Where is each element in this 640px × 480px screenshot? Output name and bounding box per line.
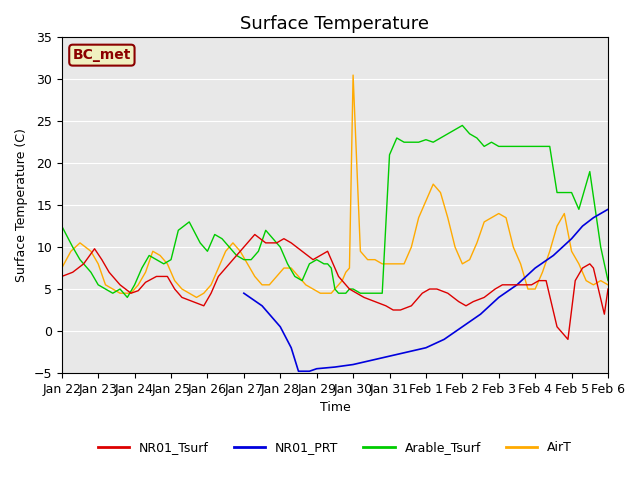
AirT	[604, 282, 612, 288]
NR01_Tsurf	[58, 274, 66, 279]
Y-axis label: Surface Temperature (C): Surface Temperature (C)	[15, 128, 28, 282]
NR01_PRT	[568, 236, 575, 241]
Line: NR01_PRT: NR01_PRT	[244, 209, 608, 371]
Arable_Tsurf	[386, 152, 394, 157]
Arable_Tsurf	[305, 261, 313, 267]
NR01_PRT	[579, 223, 586, 229]
AirT	[466, 257, 474, 263]
Arable_Tsurf	[233, 252, 241, 258]
NR01_Tsurf	[553, 324, 561, 330]
AirT	[229, 240, 237, 246]
NR01_Tsurf	[604, 286, 612, 292]
NR01_PRT	[240, 290, 248, 296]
Title: Surface Temperature: Surface Temperature	[241, 15, 429, 33]
AirT	[302, 282, 310, 288]
AirT	[378, 261, 386, 267]
NR01_PRT	[589, 215, 597, 221]
NR01_PRT	[367, 358, 375, 363]
Line: Arable_Tsurf: Arable_Tsurf	[62, 125, 608, 298]
Line: NR01_Tsurf: NR01_Tsurf	[62, 235, 608, 339]
AirT	[58, 265, 66, 271]
Arable_Tsurf	[313, 257, 321, 263]
NR01_Tsurf	[564, 336, 572, 342]
AirT	[193, 295, 200, 300]
NR01_PRT	[513, 282, 521, 288]
NR01_PRT	[404, 349, 412, 355]
NR01_PRT	[294, 368, 302, 374]
NR01_Tsurf	[207, 290, 215, 296]
NR01_PRT	[349, 361, 357, 367]
NR01_PRT	[477, 312, 484, 317]
Legend: NR01_Tsurf, NR01_PRT, Arable_Tsurf, AirT: NR01_Tsurf, NR01_PRT, Arable_Tsurf, AirT	[93, 436, 577, 459]
NR01_PRT	[313, 366, 321, 372]
NR01_PRT	[331, 364, 339, 370]
NR01_Tsurf	[171, 286, 179, 292]
NR01_PRT	[258, 303, 266, 309]
NR01_Tsurf	[251, 232, 259, 238]
NR01_PRT	[287, 345, 295, 350]
Line: AirT: AirT	[62, 75, 608, 298]
NR01_PRT	[422, 345, 430, 350]
Text: BC_met: BC_met	[73, 48, 131, 62]
NR01_Tsurf	[408, 303, 415, 309]
NR01_Tsurf	[346, 286, 353, 292]
NR01_PRT	[276, 324, 284, 330]
NR01_PRT	[531, 265, 539, 271]
NR01_PRT	[495, 295, 502, 300]
X-axis label: Time: Time	[319, 401, 350, 414]
NR01_PRT	[458, 324, 466, 330]
Arable_Tsurf	[481, 144, 488, 149]
NR01_PRT	[604, 206, 612, 212]
Arable_Tsurf	[458, 122, 466, 128]
AirT	[309, 286, 317, 292]
Arable_Tsurf	[124, 295, 131, 300]
Arable_Tsurf	[218, 236, 226, 241]
NR01_PRT	[550, 252, 557, 258]
AirT	[214, 265, 222, 271]
NR01_PRT	[305, 368, 313, 374]
Arable_Tsurf	[604, 278, 612, 284]
NR01_PRT	[440, 336, 448, 342]
AirT	[349, 72, 357, 78]
NR01_Tsurf	[105, 269, 113, 275]
Arable_Tsurf	[58, 223, 66, 229]
NR01_PRT	[386, 353, 394, 359]
